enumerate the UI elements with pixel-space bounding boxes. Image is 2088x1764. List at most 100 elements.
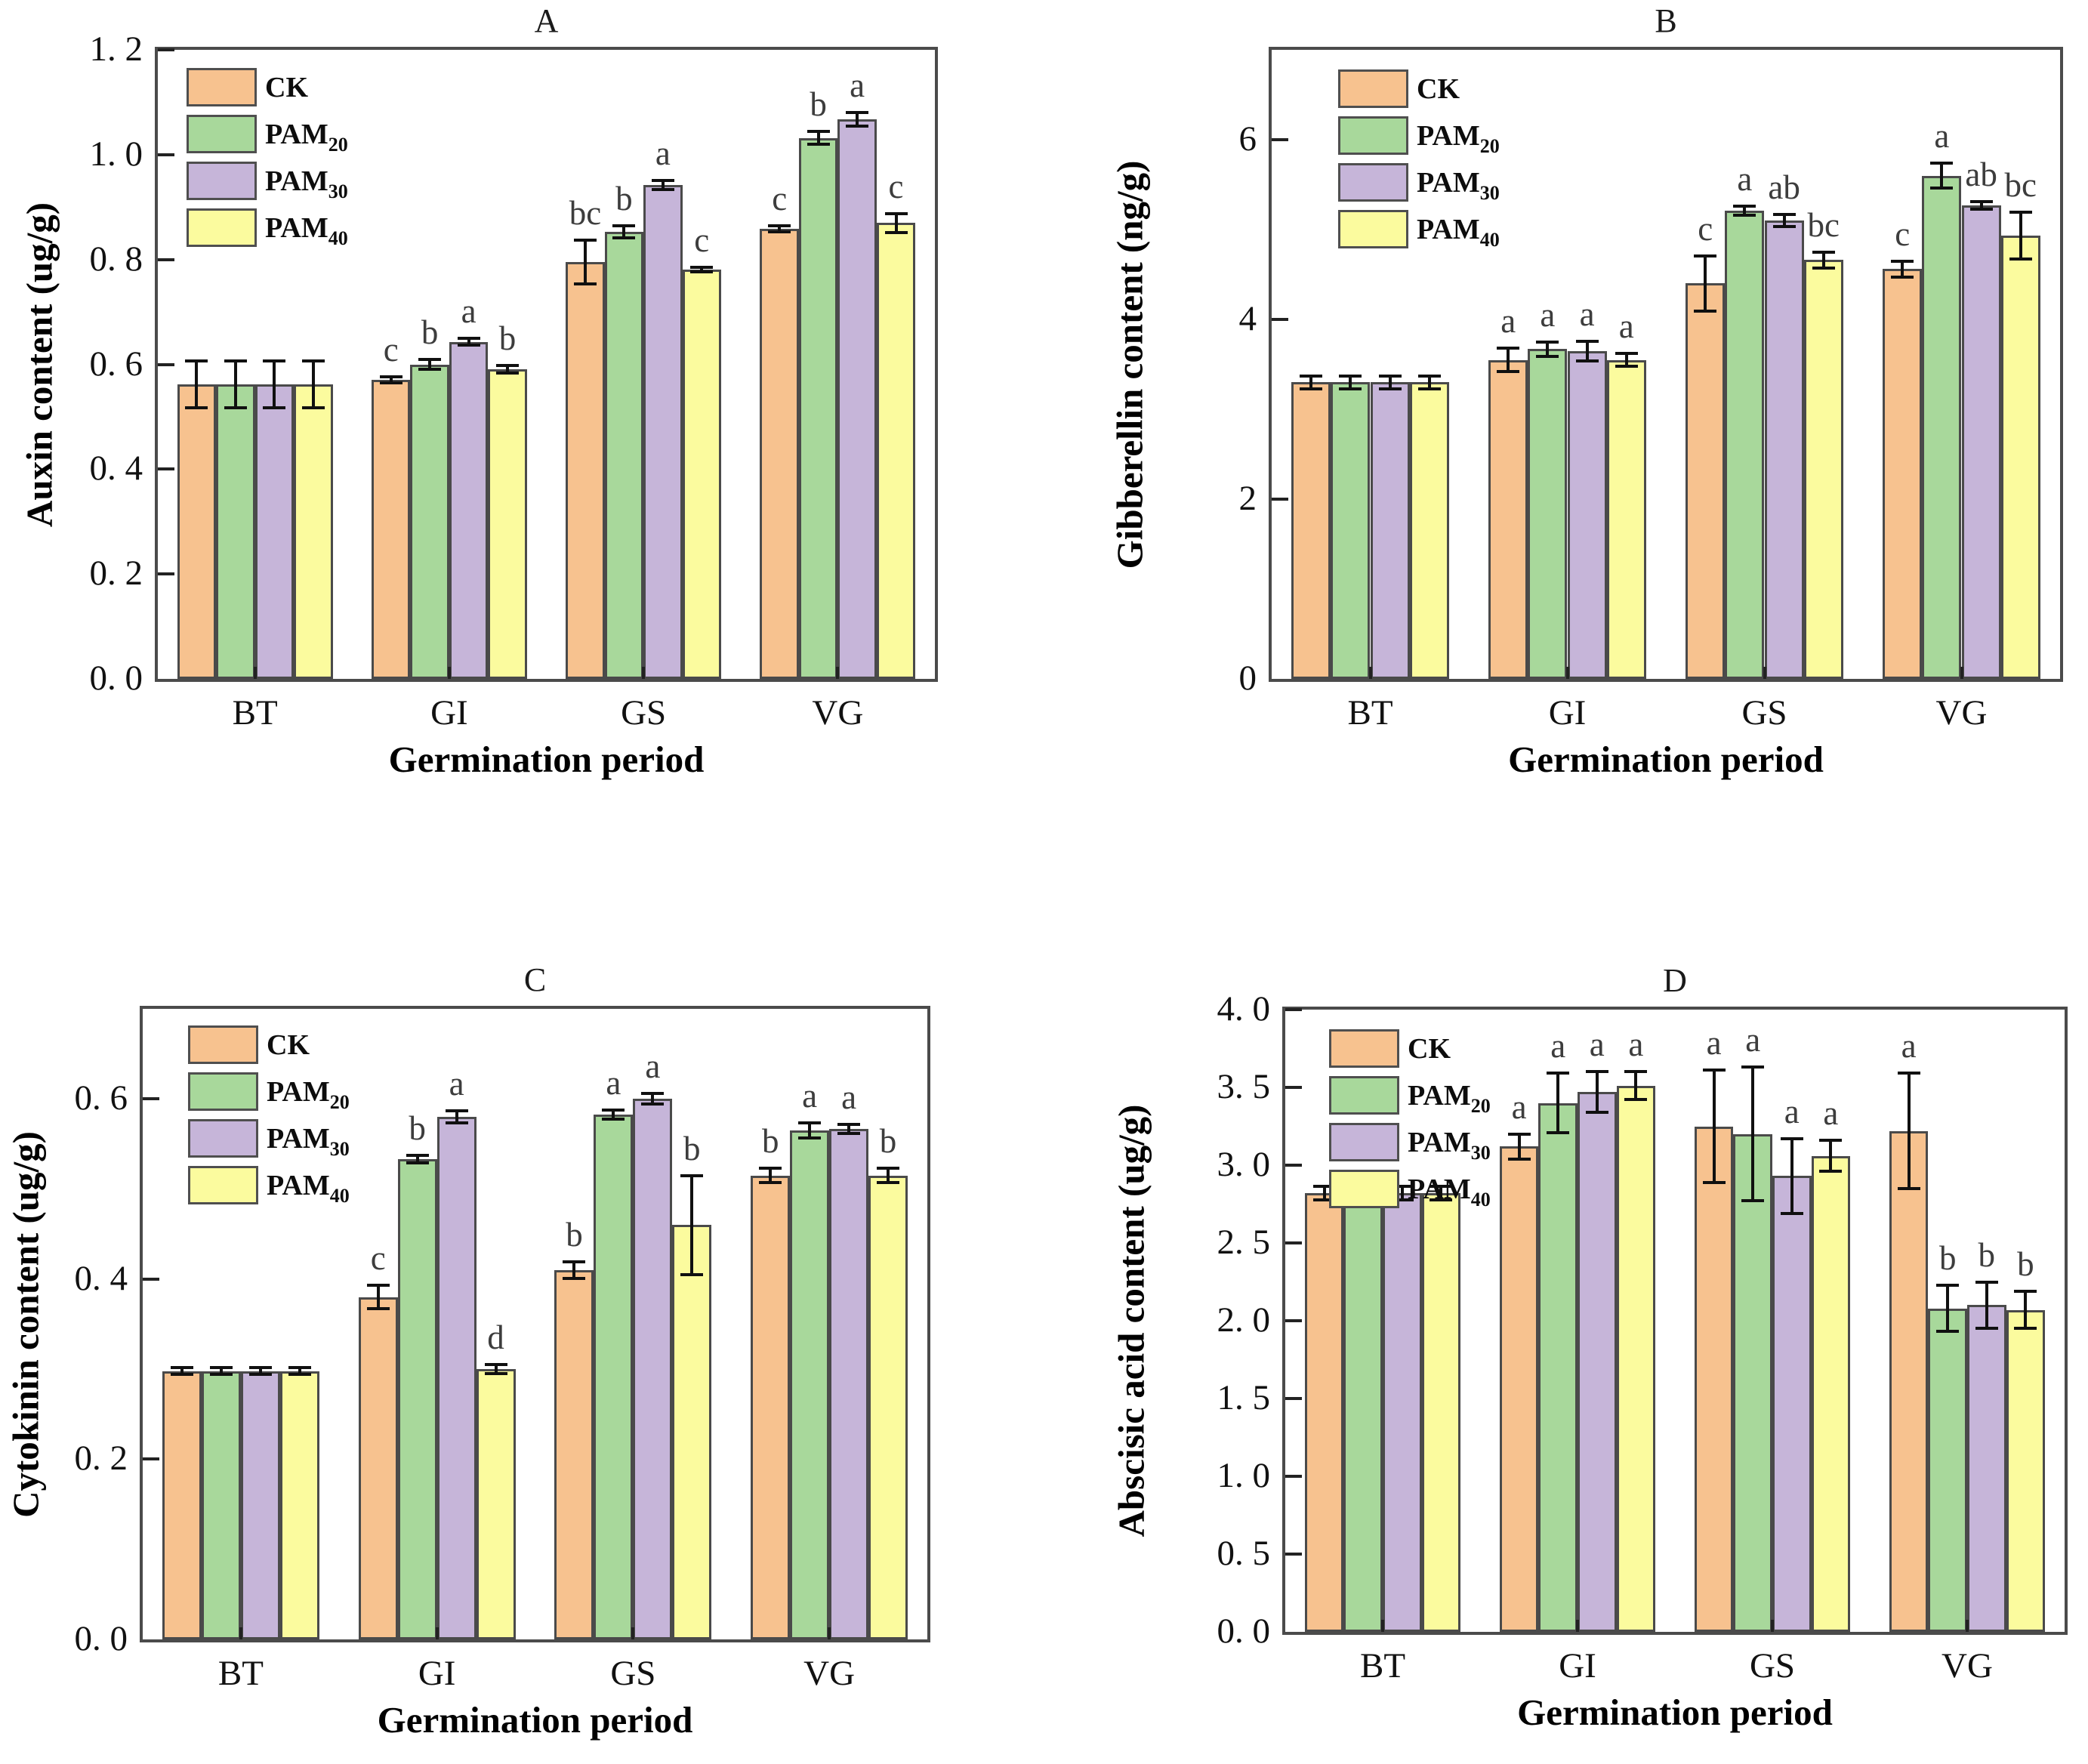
error-bar-cap bbox=[496, 371, 520, 375]
error-bar bbox=[1585, 341, 1589, 361]
legend-swatch-CK bbox=[188, 1025, 258, 1064]
significance-letter: a bbox=[1737, 160, 1753, 199]
legend-swatch-CK bbox=[1338, 69, 1408, 108]
error-bar-cap bbox=[1417, 374, 1441, 378]
bar-PAM40-GS bbox=[682, 269, 721, 679]
error-bar-cap bbox=[366, 1307, 390, 1311]
significance-letter: c bbox=[383, 331, 399, 369]
error-bar bbox=[1940, 162, 1944, 189]
y-tick-label: 3. 5 bbox=[1217, 1067, 1271, 1106]
category-label: BT bbox=[232, 693, 278, 732]
bar-CK-BT bbox=[1291, 382, 1331, 679]
error-bar bbox=[1704, 255, 1707, 312]
bar-PAM30-VG bbox=[1961, 205, 2001, 679]
error-bar bbox=[311, 360, 315, 409]
y-tick-label: 6 bbox=[1238, 119, 1257, 159]
error-bar bbox=[1712, 1070, 1716, 1183]
bar-PAM20-BT bbox=[216, 384, 255, 679]
error-bar-cap bbox=[1624, 1098, 1648, 1102]
error-bar bbox=[661, 180, 665, 190]
category-label: BT bbox=[1347, 693, 1393, 732]
error-bar-cap bbox=[301, 406, 325, 410]
bar-PAM40-GS bbox=[672, 1225, 712, 1639]
legend-item-PAM30: PAM30 bbox=[1338, 163, 1500, 202]
bar-CK-VG bbox=[760, 228, 799, 679]
significance-letter: a bbox=[1901, 1027, 1917, 1065]
x-tick-mark bbox=[1771, 1620, 1774, 1632]
bar-PAM30-GS bbox=[1764, 220, 1804, 679]
error-bar bbox=[195, 360, 199, 409]
x-tick-mark bbox=[1565, 667, 1569, 679]
significance-letter: a bbox=[645, 1047, 661, 1086]
bar-CK-VG bbox=[1883, 269, 1923, 679]
significance-letter: c bbox=[888, 167, 904, 205]
bar-PAM20-GS bbox=[1725, 211, 1765, 679]
error-bar bbox=[376, 1285, 380, 1309]
category-label: GS bbox=[621, 693, 667, 732]
error-bar-cap bbox=[406, 1161, 429, 1164]
y-tick-mark bbox=[1272, 498, 1288, 501]
error-bar-cap bbox=[884, 211, 908, 215]
y-tick-mark bbox=[1272, 138, 1288, 141]
x-tick-mark bbox=[828, 1627, 831, 1639]
error-bar-cap bbox=[846, 110, 869, 114]
x-tick-mark bbox=[447, 667, 451, 679]
error-bar-cap bbox=[1339, 387, 1362, 390]
x-axis-title: Germination period bbox=[388, 739, 705, 780]
error-bar-cap bbox=[1897, 1072, 1920, 1075]
bar-PAM40-BT bbox=[294, 384, 333, 679]
error-bar-cap bbox=[1969, 200, 1993, 204]
error-bar bbox=[894, 213, 898, 233]
bar-CK-BT bbox=[162, 1371, 202, 1639]
bar-PAM30-VG bbox=[829, 1128, 869, 1639]
error-bar-cap bbox=[288, 1373, 311, 1377]
error-bar-cap bbox=[573, 238, 597, 242]
error-bar bbox=[506, 365, 510, 373]
error-bar-cap bbox=[2014, 1289, 2037, 1293]
error-bar bbox=[389, 377, 393, 384]
error-bar-cap bbox=[602, 1117, 625, 1121]
y-tick-mark bbox=[158, 153, 174, 156]
significance-letter: b bbox=[498, 319, 517, 357]
y-tick-label: 2 bbox=[1238, 479, 1257, 518]
error-bar bbox=[622, 225, 626, 239]
y-tick-mark bbox=[1285, 1475, 1302, 1478]
error-bar-cap bbox=[690, 270, 714, 273]
error-bar-cap bbox=[1780, 1211, 1803, 1215]
significance-letter: b bbox=[1938, 1238, 1957, 1277]
significance-letter: a bbox=[449, 1064, 464, 1102]
error-bar-cap bbox=[563, 1260, 586, 1264]
bar-PAM20-GS bbox=[1733, 1133, 1772, 1632]
error-bar-cap bbox=[1497, 370, 1520, 374]
error-bar-cap bbox=[1312, 1198, 1336, 1202]
significance-letter: bc bbox=[569, 193, 602, 232]
error-bar-cap bbox=[1417, 387, 1441, 390]
bar-PAM30-GS bbox=[1772, 1176, 1812, 1632]
error-bar-cap bbox=[1585, 1110, 1608, 1114]
significance-letter: c bbox=[1698, 209, 1713, 248]
error-bar-cap bbox=[680, 1173, 704, 1177]
legend-item-CK: CK bbox=[188, 1025, 350, 1064]
y-tick-mark bbox=[158, 362, 174, 366]
category-label: GI bbox=[418, 1654, 456, 1693]
error-bar-cap bbox=[1575, 359, 1599, 362]
error-bar-cap bbox=[1585, 1070, 1608, 1074]
legend-swatch-PAM40 bbox=[1329, 1170, 1399, 1208]
error-bar-cap bbox=[1547, 1130, 1570, 1134]
significance-letter: a bbox=[1579, 295, 1595, 333]
y-tick-label: 1. 2 bbox=[89, 29, 143, 69]
legend-item-PAM40: PAM40 bbox=[1329, 1170, 1491, 1209]
bar-PAM30-BT bbox=[1383, 1193, 1422, 1632]
y-tick-mark bbox=[1285, 1164, 1302, 1167]
error-bar-cap bbox=[1936, 1283, 1960, 1287]
bar-PAM30-BT bbox=[254, 384, 295, 679]
legend-label: PAM40 bbox=[267, 1169, 350, 1207]
y-tick-label: 1. 5 bbox=[1217, 1378, 1271, 1417]
error-bar-cap bbox=[612, 236, 636, 240]
category-label: BT bbox=[217, 1654, 264, 1693]
error-bar-cap bbox=[1547, 1072, 1570, 1075]
bar-PAM40-BT bbox=[1421, 1193, 1461, 1632]
error-bar bbox=[467, 338, 470, 345]
significance-letter: a bbox=[1706, 1024, 1722, 1062]
